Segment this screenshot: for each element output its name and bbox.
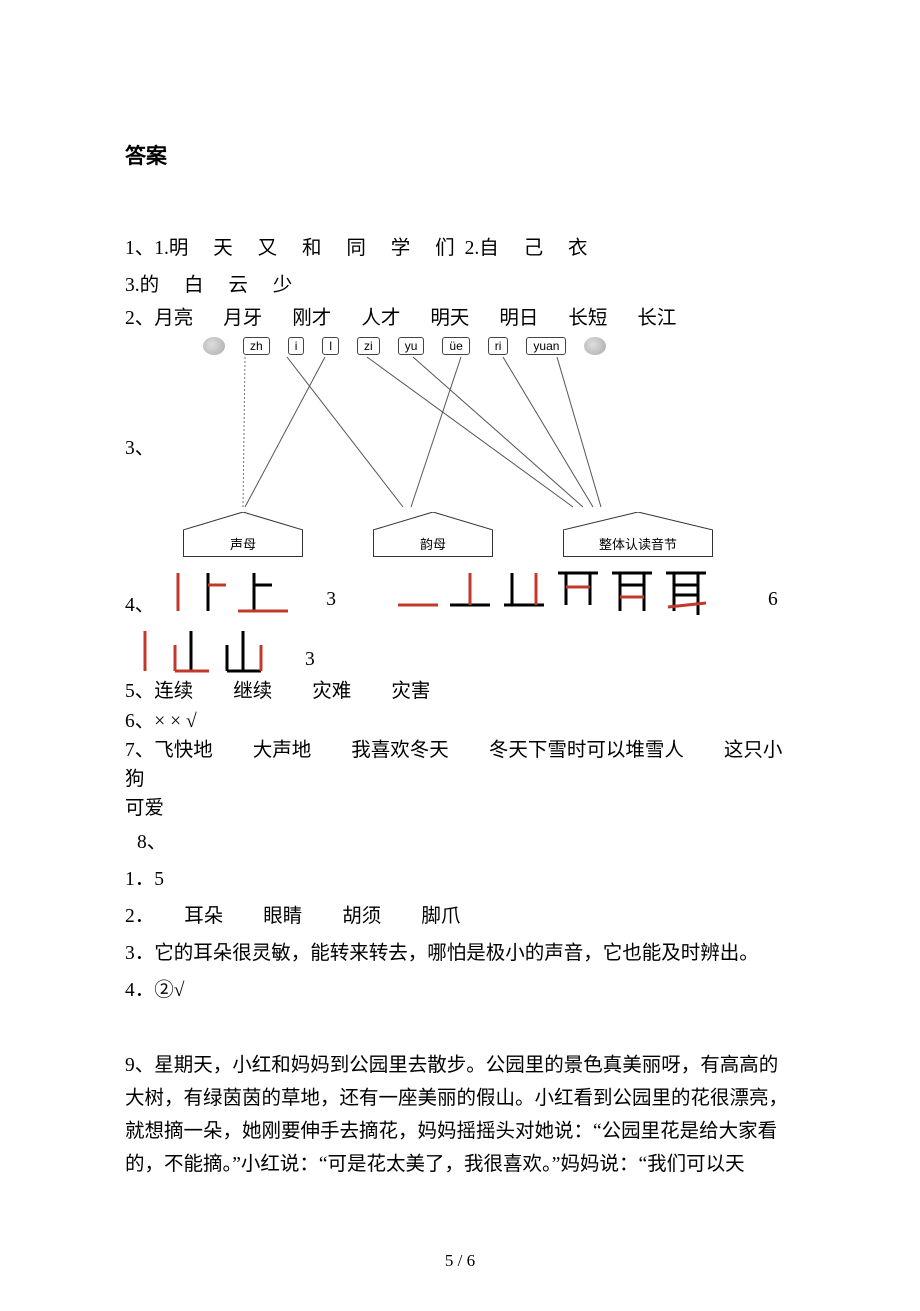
q1-p1-label: 1.: [154, 238, 169, 259]
q8-a2: 2． 耳朵 眼睛 胡须 脚爪: [125, 898, 795, 935]
q5-w2: 灾难: [312, 681, 351, 702]
q2-w1: 月牙: [223, 308, 262, 329]
animal-icon: [584, 337, 606, 355]
q7-line: 7、飞快地大声地我喜欢冬天冬天下雪时可以堆雪人这只小狗: [125, 736, 795, 795]
q4-prefix: 4、: [125, 588, 154, 617]
q4-row1: 4、 3: [125, 565, 795, 617]
strokes-shang: [160, 565, 310, 617]
pinyin-ue: üe: [442, 337, 469, 355]
answer-title: 答案: [125, 140, 795, 170]
q9-prefix: 9、: [125, 1055, 154, 1076]
cat-label-2: 整体认读音节: [599, 534, 677, 553]
strokes-er: [392, 565, 722, 617]
pinyin-zi: zi: [357, 337, 380, 355]
q7-w3: 冬天下雪时可以堆雪人: [489, 740, 684, 761]
pinyin-i: i: [288, 337, 305, 355]
q8-a3: 3．它的耳朵很灵敏，能转来转去，哪怕是极小的声音，它也能及时辨出。: [125, 935, 795, 972]
q2-w4: 明天: [430, 308, 469, 329]
q4-count-2: 6: [768, 589, 778, 611]
q3-prefix: 3、: [125, 431, 153, 460]
q3-categories: 声母 韵母 整体认读音节: [183, 512, 713, 557]
page-footer: 5 / 6: [125, 1251, 795, 1271]
q8-prefix: 8、: [125, 824, 795, 861]
q6-prefix: 6、: [125, 711, 154, 732]
q6-marks: × × √: [154, 711, 196, 732]
q1-p2-chars: 自 己 衣: [479, 238, 597, 259]
cat-label-1: 韵母: [420, 534, 446, 553]
q8-a2-w3: 脚爪: [421, 906, 460, 927]
q8-a2-w2: 胡须: [342, 906, 381, 927]
q8-a2-prefix: 2．: [125, 906, 154, 927]
category-yunmu: 韵母: [373, 512, 493, 557]
pinyin-ri: ri: [488, 337, 509, 355]
q5-w3: 灾害: [391, 681, 430, 702]
q8-a2-w1: 眼睛: [263, 906, 302, 927]
q2-w2: 刚才: [292, 308, 331, 329]
q1-p3-chars: 的 白 云 少: [140, 275, 303, 296]
q7-prefix: 7、: [125, 740, 154, 761]
q1-p1-chars: 明 天 又 和 同 学 们: [169, 238, 465, 259]
q1-line2: 3.的 白 云 少: [125, 267, 795, 304]
q7-tail: 可爱: [125, 794, 795, 823]
q8-a2-w0: 耳朵: [184, 906, 223, 927]
pinyin-yuan: yuan: [526, 337, 566, 355]
q3-diagram: zh i l zi yu üe ri yuan: [153, 337, 795, 557]
q2-w7: 长江: [637, 308, 676, 329]
pinyin-l: l: [322, 337, 339, 355]
q9-text: 9、星期天，小红和妈妈到公园里去散步。公园里的景色真美丽呀，有高高的大树，有绿茵…: [125, 1049, 795, 1182]
q7-w0: 飞快地: [154, 740, 213, 761]
cat-label-0: 声母: [230, 534, 256, 553]
q2-line: 2、月亮 月牙 刚才 人才 明天 明日 长短 长江: [125, 304, 795, 333]
pinyin-zh: zh: [243, 337, 270, 355]
q8-a4: 4．②√: [125, 972, 795, 1009]
q9-body: 星期天，小红和妈妈到公园里去散步。公园里的景色真美丽呀，有高高的大树，有绿茵茵的…: [125, 1055, 788, 1175]
pinyin-yu: yu: [398, 337, 425, 355]
q4-count-3: 3: [305, 649, 315, 671]
q5-line: 5、连续 继续 灾难 灾害: [125, 677, 795, 706]
q1-prefix: 1、: [125, 238, 154, 259]
q6-line: 6、× × √: [125, 707, 795, 736]
q4-row2: 3: [125, 625, 795, 677]
q1-line1: 1、1.明 天 又 和 同 学 们2.自 己 衣: [125, 230, 795, 267]
q4-count-1: 3: [326, 589, 336, 611]
q3-connection-lines: [153, 353, 795, 523]
category-zhengti: 整体认读音节: [563, 512, 713, 557]
q7-w1: 大声地: [253, 740, 312, 761]
strokes-shan: [125, 625, 285, 677]
q8-a1: 1．5: [125, 861, 795, 898]
q2-w6: 长短: [568, 308, 607, 329]
q3-top-row: zh i l zi yu üe ri yuan: [203, 337, 606, 355]
q2-w3: 人才: [361, 308, 400, 329]
q5-w1: 继续: [233, 681, 272, 702]
q7-w2: 我喜欢冬天: [351, 740, 449, 761]
q5-w0: 连续: [154, 681, 193, 702]
q2-prefix: 2、: [125, 308, 154, 329]
q1-p2-label: 2.: [465, 238, 480, 259]
q2-w5: 明日: [499, 308, 538, 329]
q5-prefix: 5、: [125, 681, 154, 702]
animal-icon: [203, 337, 225, 355]
q2-w0: 月亮: [154, 308, 193, 329]
q1-p3-label: 3.: [125, 275, 140, 296]
category-shengmu: 声母: [183, 512, 303, 557]
